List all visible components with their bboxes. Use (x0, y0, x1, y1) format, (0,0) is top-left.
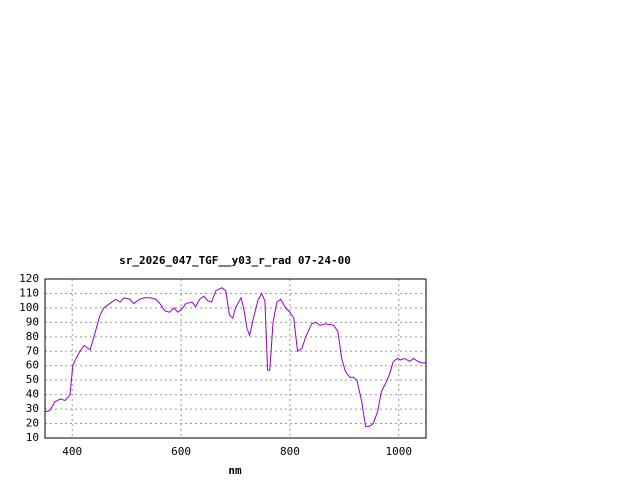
y-tick-label: 10 (26, 431, 39, 444)
x-tick-label: 600 (171, 445, 191, 458)
y-tick-label: 70 (26, 344, 39, 357)
y-tick-label: 100 (19, 301, 39, 314)
y-tick-label: 90 (26, 315, 39, 328)
y-tick-label: 20 (26, 417, 39, 430)
y-tick-label: 30 (26, 402, 39, 415)
y-tick-label: 50 (26, 373, 39, 386)
x-tick-label: 1000 (386, 445, 413, 458)
y-tick-label: 60 (26, 359, 39, 372)
plot-frame (44, 278, 427, 439)
y-tick-label: 110 (19, 286, 39, 299)
y-tick-label: 40 (26, 388, 39, 401)
y-tick-label: 120 (19, 272, 39, 285)
x-tick-label: 800 (280, 445, 300, 458)
x-tick-label: 400 (62, 445, 82, 458)
y-tick-label: 80 (26, 330, 39, 343)
data-line (44, 287, 426, 427)
chart-title: sr_2026_047_TGF__y03_r_rad 07-24-00 (119, 254, 351, 267)
x-axis-label: nm (228, 464, 242, 477)
